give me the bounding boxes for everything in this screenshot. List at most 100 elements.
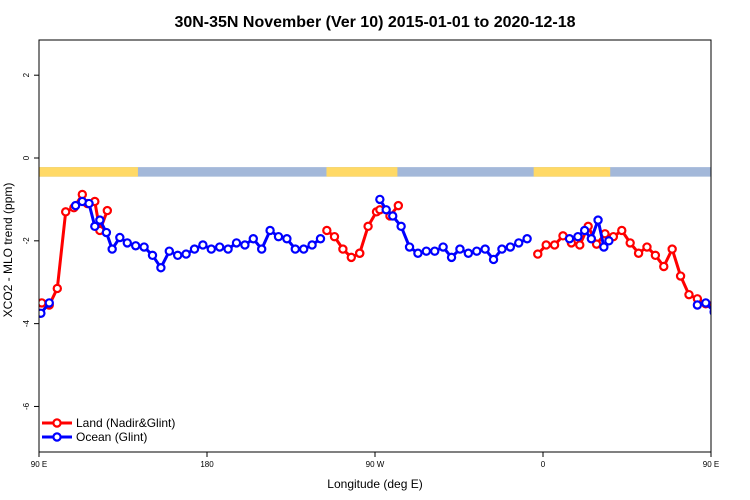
series-1-point: [95, 215, 105, 225]
series-1-point: [39, 308, 46, 318]
series-0-point: [60, 207, 71, 217]
x-axis-title: Longitude (deg E): [327, 477, 422, 491]
series-0-point: [727, 209, 734, 216]
series-1: [39, 194, 750, 318]
series-1-line-1: [74, 200, 322, 270]
series-1-point: [446, 252, 457, 263]
series-1-point: [298, 244, 309, 254]
legend-marker-0: [52, 418, 62, 428]
series-1-point: [488, 254, 499, 265]
series-0-point: [617, 225, 627, 236]
series-0-point: [354, 248, 365, 258]
series-1-point: [522, 234, 532, 244]
series-1-point: [573, 231, 583, 242]
series-0-point: [675, 271, 686, 281]
series-0-point: [329, 231, 340, 242]
series-0-point: [338, 244, 348, 254]
series-1-point: [463, 248, 474, 258]
series-0-point: [650, 250, 661, 261]
series-1-point: [480, 244, 490, 254]
series-0-point: [346, 252, 356, 263]
series-0-point: [102, 205, 113, 216]
series-1-point: [256, 244, 267, 254]
series-1-point: [593, 215, 603, 225]
series-0-point: [393, 200, 404, 211]
series-1-point: [107, 244, 117, 254]
series-1-point: [101, 227, 112, 238]
land-strip-segment-1: [326, 167, 398, 177]
series-1-point: [223, 244, 233, 254]
series-1-point: [130, 241, 141, 251]
chart-title: 30N-35N November (Ver 10) 2015-01-01 to …: [174, 14, 575, 31]
series-0-point: [659, 261, 669, 272]
series-0-point: [709, 300, 711, 308]
series-1-point: [599, 242, 609, 252]
y-tick-label-4: -6: [22, 402, 31, 410]
series-1-point: [421, 246, 432, 256]
series-0-point: [52, 283, 62, 294]
series-1-point: [430, 246, 440, 256]
series-1-point: [438, 242, 448, 252]
series-1-point: [172, 250, 183, 261]
series-0-point: [533, 249, 543, 259]
legend-label-1: Ocean (Glint): [76, 430, 147, 444]
x-tick-label-2: 90 W: [366, 460, 385, 469]
series-1-point: [70, 200, 81, 211]
series-1-point: [709, 308, 711, 316]
series-1-point: [472, 246, 482, 256]
series-0-point: [736, 204, 743, 211]
series-1-point: [404, 242, 415, 252]
y-tick-label-3: -4: [22, 320, 31, 328]
series-1-point: [147, 250, 158, 261]
series-1-point: [744, 200, 750, 207]
series-1-point: [139, 242, 149, 252]
series-1-point: [381, 205, 391, 215]
series-0-point: [744, 192, 750, 199]
series-1-point: [505, 242, 516, 252]
series-1-point: [604, 236, 614, 246]
y-tick-label-1: 0: [22, 155, 31, 160]
land-strip-segment-2: [533, 167, 611, 177]
y-tick-label-2: -2: [22, 237, 31, 245]
series-1-point: [282, 234, 292, 244]
land-ocean-strip: [39, 167, 711, 177]
series-1-point: [514, 238, 524, 248]
y-tick-label-0: 2: [22, 72, 31, 77]
x-tick-label-3: 0: [541, 460, 546, 469]
series-1-point: [701, 298, 711, 308]
series-1-point: [122, 238, 132, 248]
series-1-point: [692, 300, 703, 310]
series-1-point: [307, 240, 317, 250]
series-1-point: [248, 234, 258, 244]
series-1-point: [164, 246, 174, 256]
series-1-point: [579, 225, 590, 236]
series-1-point: [265, 225, 275, 236]
series-1-point: [214, 242, 225, 252]
series-1-point: [181, 249, 191, 259]
series-1-point: [273, 231, 284, 242]
series-1-point: [315, 234, 326, 244]
series-1-point: [198, 240, 208, 250]
series-1-point: [156, 263, 166, 273]
series-0-point: [322, 225, 332, 236]
series-1-point: [455, 244, 465, 254]
y-axis-title: XCO2 - MLO trend (ppm): [1, 183, 15, 318]
legend-marker-1: [52, 432, 62, 442]
series-1-point: [90, 221, 100, 232]
series-1-point: [84, 198, 94, 209]
series-0-point: [667, 244, 677, 254]
series-1-point: [290, 244, 300, 254]
series-0-point: [642, 242, 652, 252]
series-1-point: [189, 244, 200, 254]
series-1-point: [564, 234, 575, 244]
series-1-point: [231, 238, 242, 248]
series-0-point: [719, 285, 726, 292]
land-strip-segment-0: [39, 167, 138, 177]
series-0-point: [541, 240, 551, 250]
series-0-point: [633, 248, 644, 258]
x-tick-label-4: 90 E: [703, 460, 719, 469]
legend-label-0: Land (Nadir&Glint): [76, 416, 175, 430]
series-1-point: [396, 221, 406, 232]
series-layer: [39, 189, 750, 318]
